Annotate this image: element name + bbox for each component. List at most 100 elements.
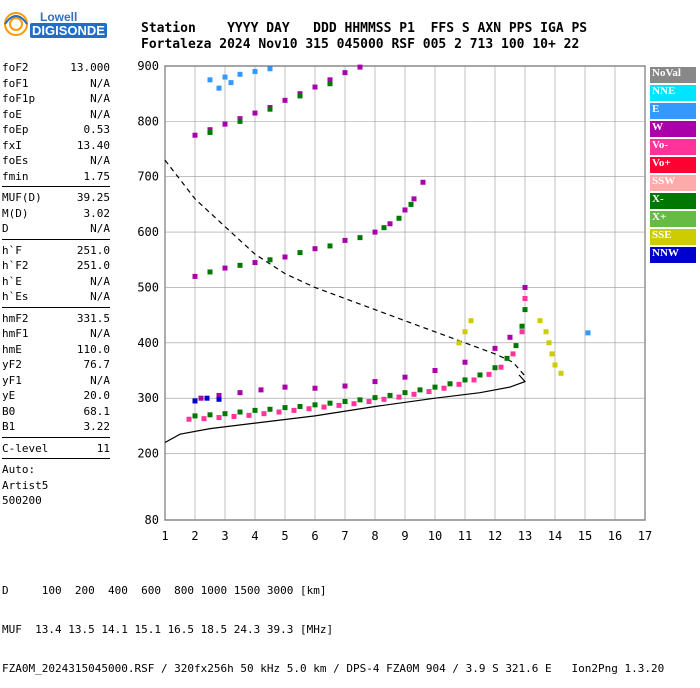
echo-point	[381, 396, 387, 402]
echo-point	[510, 351, 516, 357]
echo-point	[372, 395, 378, 401]
echo-point	[276, 409, 282, 415]
echo-point	[231, 413, 237, 419]
param-value: N/A	[90, 76, 110, 90]
echo-point	[321, 404, 327, 410]
echo-point	[327, 243, 333, 249]
x-tick-label: 17	[638, 529, 652, 543]
legend-item: NNE	[650, 85, 696, 101]
muf-row: MUF 13.4 13.5 14.1 15.1 16.5 18.5 24.3 3…	[2, 623, 334, 636]
y-tick-label: 600	[137, 225, 159, 239]
echo-point	[372, 229, 378, 235]
echo-point	[312, 385, 318, 391]
echo-point	[342, 399, 348, 405]
echo-point	[216, 415, 222, 421]
param-label: fxI	[2, 138, 22, 152]
y-tick-label: 500	[137, 280, 159, 294]
echo-point	[312, 84, 318, 90]
echo-point	[297, 93, 303, 99]
echo-point	[282, 254, 288, 260]
param-label: h`F	[2, 243, 22, 257]
param-label: h`F2	[2, 259, 29, 272]
y-tick-label: 80	[145, 513, 159, 527]
param-value: 251.0	[76, 259, 110, 272]
curve-moduf	[164, 159, 526, 377]
echo-point	[426, 389, 432, 395]
echo-point	[228, 80, 234, 86]
x-tick-label: 14	[548, 529, 562, 543]
axes: 1 2 3 4 5 6 7 8 9 10 11 12 13 14 15 16 17802003004005006…	[137, 59, 652, 543]
grid	[164, 65, 646, 521]
echo-point	[327, 81, 333, 87]
x-tick-label: 11	[458, 529, 472, 543]
echo-point	[207, 129, 213, 135]
echo-point	[282, 97, 288, 103]
traces	[186, 64, 591, 422]
param-row: foEp 0.53	[2, 122, 110, 138]
echo-point	[267, 257, 273, 263]
param-value: N/A	[90, 154, 110, 167]
echo-point	[492, 365, 498, 371]
echo-point	[282, 384, 288, 390]
x-tick-label: 3	[221, 529, 228, 543]
param-label: h`Es	[2, 290, 29, 303]
param-row: B0 68.1	[2, 404, 110, 420]
legend-item: NNW	[650, 247, 696, 263]
echo-point	[402, 374, 408, 380]
param-row: h`F 251.0	[2, 243, 110, 259]
echo-point	[402, 207, 408, 213]
echo-point	[417, 387, 423, 393]
echo-point	[192, 398, 198, 404]
echo-point	[192, 132, 198, 138]
param-value: N/A	[90, 92, 110, 105]
echo-point	[252, 407, 258, 413]
param-label: foEp	[2, 123, 29, 136]
x-tick-label: 10	[428, 529, 442, 543]
echo-point	[237, 262, 243, 268]
echo-point	[312, 246, 318, 252]
param-row: hmF2 331.5	[2, 311, 110, 327]
echo-point	[342, 237, 348, 243]
param-row: C-level 11	[2, 441, 110, 457]
param-label: B1	[2, 420, 16, 433]
echo-point	[549, 351, 555, 357]
x-tick-label: 6	[311, 529, 318, 543]
echo-point	[381, 225, 387, 231]
param-row: yF2 76.7	[2, 357, 110, 373]
param-label: h`E	[2, 274, 22, 288]
echo-point	[357, 235, 363, 241]
echo-point	[312, 402, 318, 408]
echo-point	[327, 77, 333, 83]
x-tick-label: 16	[608, 529, 622, 543]
file-info: FZA0M_2024315045000.RSF / 320fx256h 50 k…	[2, 662, 665, 675]
echo-point	[222, 121, 228, 127]
header-labels: Station YYYY DAY DDD HHMMSS P1 FFS S AXN…	[141, 21, 588, 36]
x-tick-label: 8	[371, 529, 378, 543]
echo-point	[201, 416, 207, 422]
curves	[164, 159, 527, 444]
param-row: foEs N/A	[2, 153, 110, 169]
echo-point	[297, 404, 303, 409]
echo-point	[477, 372, 483, 378]
echo-point	[258, 387, 264, 393]
echo-point	[432, 384, 438, 390]
echo-point	[207, 412, 213, 418]
param-label: fmin	[2, 169, 29, 183]
echo-point	[396, 215, 402, 221]
echo-point	[216, 396, 222, 402]
param-label: hmF2	[2, 311, 29, 325]
legend-item: W	[650, 121, 696, 137]
param-group-2: MUF(D) 39.25 M(D) 3.02 D N/A	[2, 190, 110, 237]
echo-point	[462, 359, 468, 365]
echo-point	[486, 371, 492, 377]
echo-point	[237, 118, 243, 124]
echo-point	[207, 77, 213, 83]
param-row: hmF1 N/A	[2, 326, 110, 342]
param-label: foF2	[2, 61, 29, 74]
echo-point	[237, 116, 243, 122]
param-value: N/A	[90, 107, 110, 121]
x-tick-label: 2	[191, 529, 198, 543]
echo-point	[432, 368, 438, 374]
echo-point	[297, 250, 303, 256]
auto-block: Auto: Artist5 500200	[2, 462, 110, 509]
